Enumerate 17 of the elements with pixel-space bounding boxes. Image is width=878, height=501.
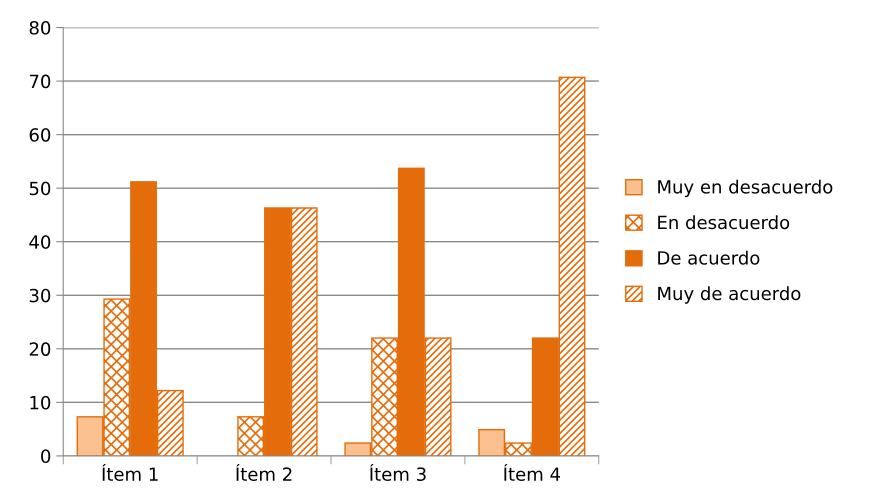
- y-tick-label: 0: [41, 449, 50, 464]
- x-tick-label: Ítem 3: [370, 464, 426, 481]
- y-tick-label: 10: [30, 396, 50, 410]
- y-tick-label: 80: [30, 21, 50, 35]
- x-tick-label: Ítem 4: [504, 464, 560, 481]
- x-tick-label: Ítem 2: [236, 464, 292, 481]
- y-tick-label: 70: [30, 74, 50, 88]
- y-tick-label: 50: [30, 182, 50, 196]
- legend-label: Muy de acuerdo: [658, 286, 800, 304]
- y-tick-label: 60: [30, 128, 50, 142]
- legend-label: Muy en desacuerdo: [658, 180, 832, 198]
- legend-label: De acuerdo: [658, 250, 760, 265]
- y-tick-label: 40: [29, 235, 50, 249]
- y-tick-label: 20: [30, 342, 50, 356]
- x-tick-label: Ítem 1: [102, 464, 158, 481]
- legend-label: En desacuerdo: [658, 215, 790, 230]
- y-tick-label: 30: [30, 288, 50, 302]
